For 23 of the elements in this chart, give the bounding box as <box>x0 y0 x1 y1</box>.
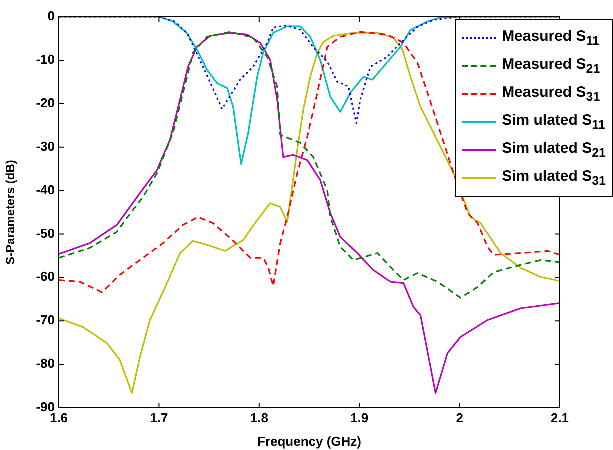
x-axis-title: Frequency (GHz) <box>257 434 362 449</box>
legend-label: Sim ulated S$_{21}$ <box>502 140 606 160</box>
y-tick-label: 0 <box>48 8 55 24</box>
y-tick-label: -70 <box>36 312 55 328</box>
y-tick-label: -60 <box>36 269 55 284</box>
x-tick-label: 1.9 <box>350 410 369 426</box>
y-tick-label: -90 <box>36 400 55 415</box>
legend-label: Measured S$_{21}$ <box>502 56 600 76</box>
x-tick-label: 1.7 <box>150 410 168 426</box>
x-tick-label: 1.8 <box>250 410 268 426</box>
y-tick-label: -80 <box>36 356 55 372</box>
y-tick-label: -40 <box>36 182 55 198</box>
x-tick-label: 2.1 <box>550 410 570 426</box>
y-tick-label: -20 <box>36 95 55 110</box>
legend-label: Sim ulated S$_{31}$ <box>502 168 606 188</box>
y-tick-label: -30 <box>36 138 55 154</box>
legend-label: Sim ulated S$_{11}$ <box>502 112 606 132</box>
legend-label: Measured S$_{31}$ <box>502 84 600 104</box>
legend-label: Measured S$_{11}$ <box>502 28 600 48</box>
x-tick-label: 2 <box>456 410 464 426</box>
y-tick-label: -50 <box>36 226 55 241</box>
y-tick-label: -10 <box>36 52 55 68</box>
y-axis-title: S-Parameters (dB) <box>4 160 18 265</box>
